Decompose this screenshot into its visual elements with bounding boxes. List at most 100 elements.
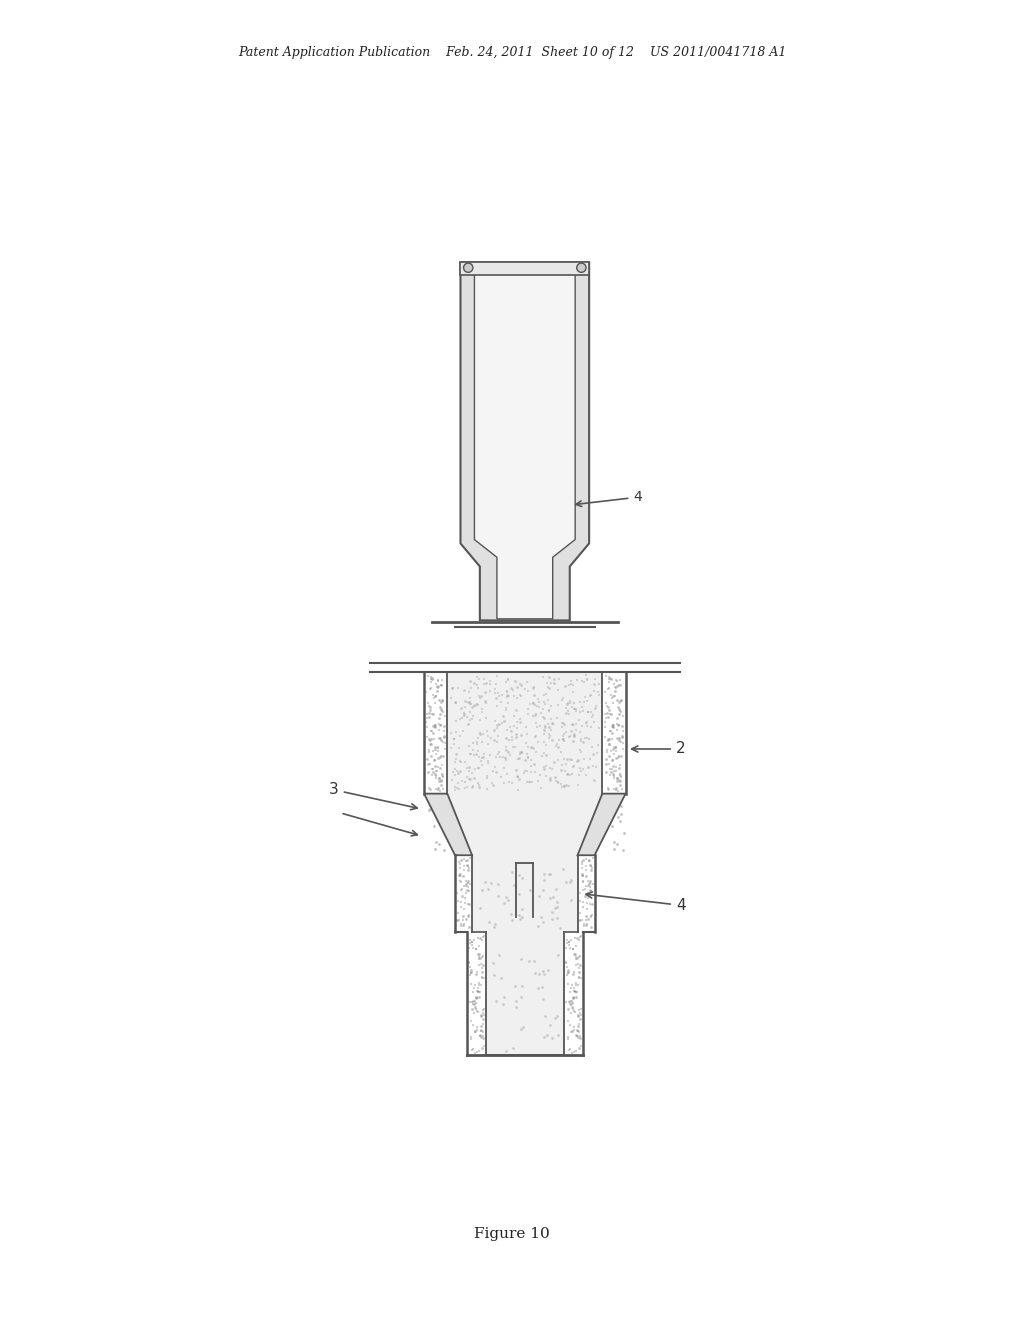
Text: 2: 2 [632,742,685,756]
Point [608,748,625,770]
Point [536,964,552,985]
Point [423,787,439,808]
Point [509,676,525,697]
Point [456,898,472,919]
Point [461,760,477,781]
Point [518,772,535,793]
Point [570,946,587,968]
Point [479,750,496,771]
Point [461,894,477,915]
Point [534,907,550,928]
Point [561,991,578,1012]
Point [526,704,543,725]
Point [561,764,578,785]
Point [511,865,527,886]
Point [569,1026,586,1047]
Point [476,668,493,689]
Point [549,708,565,729]
Point [609,767,626,788]
Point [430,708,446,729]
Point [498,700,514,721]
Point [500,742,516,763]
Point [456,680,472,701]
Point [568,981,585,1002]
Point [486,678,503,700]
Point [470,944,486,965]
Point [600,678,616,700]
Point [565,681,582,702]
Point [601,678,617,700]
Point [572,739,589,760]
Point [516,762,532,783]
Point [462,991,478,1012]
Point [493,767,509,788]
Point [541,667,557,688]
Point [606,685,623,706]
Point [456,906,472,927]
Point [599,799,615,820]
Point [422,678,438,700]
Point [571,927,588,948]
Point [567,982,584,1003]
Point [435,779,452,800]
Point [428,673,444,694]
Point [428,766,444,787]
Point [602,668,618,689]
Point [524,692,541,713]
Point [436,705,453,726]
Point [561,931,578,952]
Point [423,746,439,767]
Point [469,1019,485,1040]
Point [564,993,581,1014]
Point [577,886,593,907]
Point [426,750,442,771]
Point [487,688,504,709]
Point [606,681,623,702]
Point [557,676,573,697]
Point [610,692,627,713]
Point [553,774,569,795]
Point [522,756,539,777]
Point [465,1039,481,1060]
Point [513,899,529,920]
Point [611,792,628,813]
Point [603,758,620,779]
Point [571,1026,588,1047]
Point [563,990,580,1011]
Point [612,764,629,785]
Point [563,671,580,692]
Point [498,698,514,719]
Point [570,968,587,989]
Point [435,795,452,816]
Point [542,887,558,908]
Point [519,681,536,702]
Point [560,962,577,983]
Point [611,730,628,751]
Point [457,777,473,799]
Point [433,810,450,832]
Point [537,1005,553,1026]
Point [458,875,474,896]
Point [461,858,477,879]
Point [585,873,601,894]
Point [469,944,485,965]
Point [536,667,552,688]
Point [573,909,590,931]
Point [432,758,449,779]
Point [461,713,477,734]
Point [451,779,467,800]
Point [562,693,579,714]
Point [578,906,594,927]
Point [505,737,521,758]
Point [462,932,478,953]
Point [561,704,578,725]
Point [496,705,512,726]
Point [421,799,437,820]
Point [470,677,486,698]
Point [423,669,439,690]
Point [578,915,594,936]
Point [586,673,602,694]
Point [600,733,616,754]
Point [511,883,527,904]
Point [584,904,600,925]
